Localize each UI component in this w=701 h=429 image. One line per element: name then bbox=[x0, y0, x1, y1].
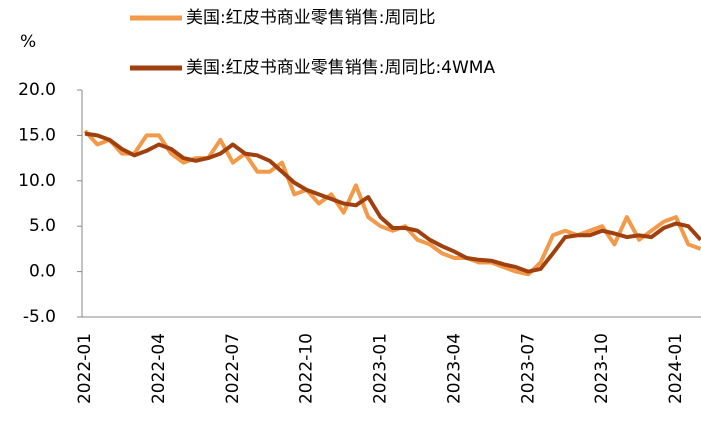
x-tick-label: 2023-07 bbox=[518, 333, 538, 404]
x-tick-label: 2022-01 bbox=[75, 333, 95, 404]
y-tick-label: 10.0 bbox=[18, 171, 56, 191]
y-axis-label: % bbox=[20, 32, 36, 52]
y-tick-label: 0.0 bbox=[29, 262, 56, 282]
x-tick-label: 2023-10 bbox=[592, 333, 612, 404]
x-tick-label: 2022-10 bbox=[297, 333, 317, 404]
y-tick-label: -5.0 bbox=[23, 307, 56, 327]
legend-label: 美国:红皮书商业零售销售:周同比:4WMA bbox=[186, 58, 495, 78]
x-tick-label: 2023-01 bbox=[371, 333, 391, 404]
series-line bbox=[83, 129, 701, 277]
y-tick-label: 5.0 bbox=[29, 216, 56, 236]
x-tick-label: 2022-07 bbox=[223, 333, 243, 404]
x-tick-label: 2022-04 bbox=[149, 333, 169, 404]
y-tick-label: 15.0 bbox=[18, 125, 56, 145]
series-line bbox=[84, 131, 701, 274]
legend-label: 美国:红皮书商业零售销售:周同比 bbox=[186, 8, 435, 28]
x-tick-label: 2024-01 bbox=[666, 333, 686, 404]
x-tick-label: 2023-04 bbox=[444, 333, 464, 404]
y-tick-label: 20.0 bbox=[18, 80, 56, 100]
